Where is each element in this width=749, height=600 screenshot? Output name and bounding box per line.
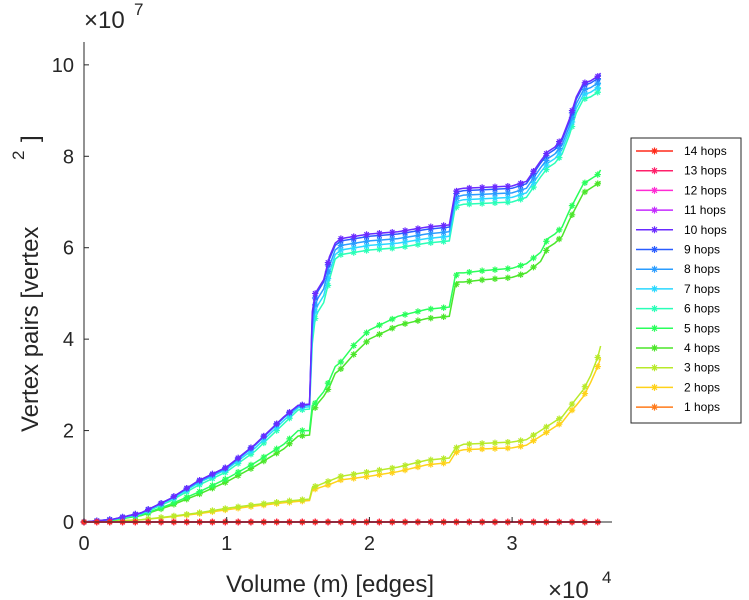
legend-marker: [651, 344, 658, 352]
y-ticks: 0 2 4 6 8 10: [52, 55, 89, 534]
legend-label: 9 hops: [684, 243, 720, 257]
series-line-7-hops: [83, 82, 602, 523]
y-tick-label: 6: [63, 238, 74, 260]
x-tick-label: 2: [364, 533, 375, 555]
legend-label: 13 hops: [684, 164, 727, 178]
x-ticks: 0 1 2 3: [78, 517, 518, 555]
legend-label: 4 hops: [684, 341, 720, 355]
legend-label: 8 hops: [684, 262, 720, 276]
legend-item-7-hops: 7 hops: [636, 282, 720, 296]
legend-label: 14 hops: [684, 144, 727, 158]
legend-marker: [651, 226, 658, 234]
series-markers-6-hops: [80, 89, 601, 526]
legend-item-12-hops: 12 hops: [636, 183, 727, 197]
x-multiplier-exponent: 4: [602, 568, 611, 587]
legend-item-2-hops: 2 hops: [636, 380, 720, 394]
legend-label: 2 hops: [684, 380, 720, 394]
legend-marker: [651, 403, 658, 411]
legend-item-3-hops: 3 hops: [636, 361, 720, 375]
series-line-10-hops: [83, 72, 602, 523]
series-line-9-hops: [83, 74, 602, 523]
legend-label: 1 hops: [684, 400, 720, 414]
legend-marker: [651, 186, 658, 194]
series-7-hops: [80, 82, 602, 526]
legend-marker: [651, 364, 658, 372]
legend-item-10-hops: 10 hops: [636, 223, 727, 237]
legend-item-6-hops: 6 hops: [636, 302, 720, 316]
y-multiplier: ×10: [84, 7, 125, 34]
series-markers-8-hops: [80, 79, 601, 526]
legend-marker: [651, 147, 658, 155]
series-line-8-hops: [83, 78, 602, 523]
legend-item-5-hops: 5 hops: [636, 321, 720, 335]
series-3-hops: [80, 345, 602, 526]
y-multiplier-exponent: 7: [134, 0, 143, 19]
legend-marker: [651, 383, 658, 391]
legend-marker: [651, 246, 658, 253]
legend-marker: [651, 167, 658, 175]
series-line-4-hops: [83, 180, 602, 523]
y-axis-label: Vertex pairs [vertex: [17, 227, 44, 432]
legend-label: 11 hops: [684, 203, 726, 217]
x-tick-label: 0: [78, 533, 89, 555]
series-markers-10-hops: [80, 73, 601, 526]
series-markers-9-hops: [80, 75, 601, 526]
legend-item-14-hops: 14 hops: [636, 144, 727, 158]
legend-item-9-hops: 9 hops: [636, 243, 720, 257]
legend-label: 6 hops: [684, 302, 720, 316]
series-10-hops: [80, 72, 602, 526]
legend-item-13-hops: 13 hops: [636, 164, 727, 178]
legend-label: 5 hops: [684, 321, 720, 335]
y-tick-label: 10: [52, 55, 74, 77]
series-markers-5-hops: [80, 171, 601, 526]
x-tick-label: 3: [507, 533, 518, 555]
y-tick-label: 2: [63, 421, 74, 443]
axes: [83, 42, 612, 523]
legend-label: 12 hops: [684, 183, 727, 197]
legend-item-11-hops: 11 hops: [636, 203, 726, 217]
legend-marker: [651, 285, 658, 293]
y-axis-label-close: ]: [17, 135, 44, 142]
y-tick-label: 0: [63, 512, 74, 534]
series-6-hops: [80, 87, 602, 526]
legend-marker: [651, 206, 658, 214]
y-axis-label-superscript: 2: [9, 151, 28, 160]
y-tick-label: 8: [63, 146, 74, 168]
plot-lines: [80, 72, 602, 526]
series-line-5-hops: [83, 169, 602, 523]
legend-item-1-hops: 1 hops: [636, 400, 720, 414]
series-line-6-hops: [83, 87, 602, 523]
legend-label: 3 hops: [684, 361, 720, 375]
x-multiplier: ×10: [548, 577, 589, 600]
y-axis-label-group: Vertex pairs [vertex 2 ]: [9, 135, 44, 432]
legend-item-8-hops: 8 hops: [636, 262, 720, 276]
series-9-hops: [80, 74, 602, 526]
legend-label: 10 hops: [684, 223, 727, 237]
legend-marker: [651, 305, 658, 313]
series-markers-2-hops: [80, 363, 601, 526]
series-8-hops: [80, 78, 602, 526]
x-tick-label: 1: [221, 533, 232, 555]
y-tick-label: 4: [63, 329, 74, 351]
legend-marker: [651, 265, 658, 273]
legend-label: 7 hops: [684, 282, 720, 296]
series-markers-7-hops: [80, 84, 601, 526]
legend-box: [630, 137, 742, 424]
x-axis-label: Volume (m) [edges]: [226, 571, 434, 598]
series-line-3-hops: [83, 345, 602, 523]
series-2-hops: [80, 358, 602, 526]
legend-item-4-hops: 4 hops: [636, 341, 720, 355]
legend: 14 hops 13 hops 12 hops 11 hops 10 hops 9 hop…: [630, 137, 742, 424]
legend-marker: [651, 324, 658, 332]
series-5-hops: [80, 169, 602, 526]
